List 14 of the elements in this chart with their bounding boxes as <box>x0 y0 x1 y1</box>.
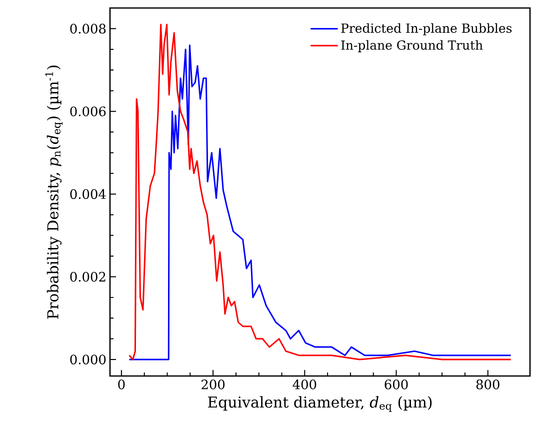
y-tick-label: 0.006 <box>70 106 106 116</box>
x-tick-label: 600 <box>384 380 408 390</box>
text: Probability Density, p$_{n}$(d$_{eq}$) (µm$^{-1}$) <box>45 66 63 319</box>
x-tick-label: 0 <box>118 380 125 390</box>
y-tick-label: 0.000 <box>70 354 106 364</box>
y-tick-label: 0.002 <box>70 272 106 282</box>
y-tick-label: 0.004 <box>70 189 106 199</box>
x-axis-title: Equivalent diameter, d$_{eq}$ (µm) <box>208 396 432 412</box>
y-tick-label: 0.008 <box>70 24 106 34</box>
x-tick-label: 800 <box>476 380 500 390</box>
x-tick-label: 400 <box>292 380 316 390</box>
x-tick-label: 200 <box>202 380 225 390</box>
legend-label: Predicted In-plane Bubbles <box>341 23 512 36</box>
legend-label: In-plane Ground Truth <box>341 40 483 52</box>
